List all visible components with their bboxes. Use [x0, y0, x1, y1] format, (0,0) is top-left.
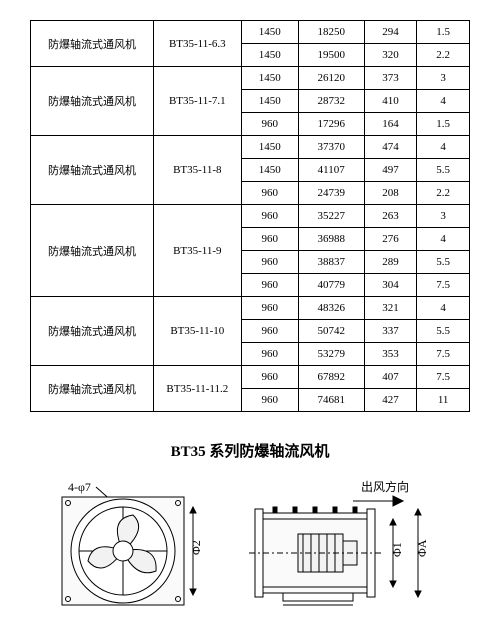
cell-value: 321	[364, 297, 417, 320]
cell-value: 276	[364, 228, 417, 251]
cell-value: 164	[364, 113, 417, 136]
diagram-row: 4-φ7 Φ2	[30, 479, 470, 609]
cell-value: 294	[364, 21, 417, 44]
cell-name: 防爆轴流式通风机	[31, 366, 154, 412]
diagram-front: 4-φ7 Φ2	[48, 479, 208, 609]
cell-value: 1450	[241, 67, 298, 90]
cell-value: 50742	[298, 320, 364, 343]
cell-value: 35227	[298, 205, 364, 228]
cell-value: 40779	[298, 274, 364, 297]
table-row: 防爆轴流式通风机BT35-11-81450373704744	[31, 136, 470, 159]
cell-value: 960	[241, 251, 298, 274]
table-row: 防爆轴流式通风机BT35-11-7.11450261203733	[31, 67, 470, 90]
cell-model: BT35-11-11.2	[153, 366, 241, 412]
cell-value: 3	[417, 67, 470, 90]
cell-model: BT35-11-8	[153, 136, 241, 205]
cell-value: 960	[241, 297, 298, 320]
cell-name: 防爆轴流式通风机	[31, 297, 154, 366]
cell-value: 53279	[298, 343, 364, 366]
cell-value: 11	[417, 389, 470, 412]
cell-model: BT35-11-6.3	[153, 21, 241, 67]
cell-value: 289	[364, 251, 417, 274]
cell-value: 3	[417, 205, 470, 228]
cell-value: 1450	[241, 159, 298, 182]
cell-value: 26120	[298, 67, 364, 90]
cell-name: 防爆轴流式通风机	[31, 67, 154, 136]
cell-value: 37370	[298, 136, 364, 159]
cell-model: BT35-11-10	[153, 297, 241, 366]
cell-value: 1450	[241, 21, 298, 44]
cell-value: 7.5	[417, 343, 470, 366]
cell-value: 17296	[298, 113, 364, 136]
cell-value: 337	[364, 320, 417, 343]
cell-value: 407	[364, 366, 417, 389]
cell-value: 1.5	[417, 21, 470, 44]
cell-value: 353	[364, 343, 417, 366]
table-row: 防爆轴流式通风机BT35-11-9960352272633	[31, 205, 470, 228]
cell-value: 373	[364, 67, 417, 90]
cell-value: 28732	[298, 90, 364, 113]
cell-value: 36988	[298, 228, 364, 251]
cell-value: 18250	[298, 21, 364, 44]
label-4phi7: 4-φ7	[68, 480, 91, 494]
cell-value: 427	[364, 389, 417, 412]
cell-name: 防爆轴流式通风机	[31, 205, 154, 297]
cell-value: 1450	[241, 90, 298, 113]
table-row: 防爆轴流式通风机BT35-11-10960483263214	[31, 297, 470, 320]
cell-name: 防爆轴流式通风机	[31, 21, 154, 67]
cell-value: 208	[364, 182, 417, 205]
cell-value: 960	[241, 343, 298, 366]
cell-value: 4	[417, 228, 470, 251]
cell-value: 960	[241, 389, 298, 412]
cell-value: 4	[417, 90, 470, 113]
cell-value: 24739	[298, 182, 364, 205]
cell-value: 48326	[298, 297, 364, 320]
cell-model: BT35-11-9	[153, 205, 241, 297]
cell-value: 960	[241, 182, 298, 205]
cell-value: 1450	[241, 136, 298, 159]
cell-value: 263	[364, 205, 417, 228]
cell-value: 1.5	[417, 113, 470, 136]
cell-value: 2.2	[417, 182, 470, 205]
cell-value: 5.5	[417, 251, 470, 274]
table-row: 防爆轴流式通风机BT35-11-6.31450182502941.5	[31, 21, 470, 44]
label-phi2: Φ2	[189, 540, 203, 555]
cell-value: 1450	[241, 44, 298, 67]
cell-value: 4	[417, 297, 470, 320]
cell-value: 5.5	[417, 320, 470, 343]
cell-model: BT35-11-7.1	[153, 67, 241, 136]
cell-value: 410	[364, 90, 417, 113]
cell-value: 19500	[298, 44, 364, 67]
cell-value: 960	[241, 113, 298, 136]
cell-value: 497	[364, 159, 417, 182]
cell-value: 67892	[298, 366, 364, 389]
cell-value: 320	[364, 44, 417, 67]
cell-value: 960	[241, 205, 298, 228]
cell-value: 2.2	[417, 44, 470, 67]
label-direction: 出风方向	[361, 479, 409, 494]
cell-value: 7.5	[417, 366, 470, 389]
label-phiA: ΦA	[415, 539, 429, 557]
cell-value: 960	[241, 274, 298, 297]
cell-value: 960	[241, 228, 298, 251]
cell-value: 4	[417, 136, 470, 159]
cell-value: 7.5	[417, 274, 470, 297]
cell-value: 960	[241, 366, 298, 389]
cell-value: 41107	[298, 159, 364, 182]
section-heading: BT35 系列防爆轴流风机	[30, 440, 470, 461]
cell-value: 474	[364, 136, 417, 159]
spec-table: 防爆轴流式通风机BT35-11-6.31450182502941.5145019…	[30, 20, 470, 412]
cell-value: 5.5	[417, 159, 470, 182]
diagram-side: 出风方向	[243, 479, 453, 609]
cell-name: 防爆轴流式通风机	[31, 136, 154, 205]
table-row: 防爆轴流式通风机BT35-11-11.2960678924077.5	[31, 366, 470, 389]
cell-value: 304	[364, 274, 417, 297]
cell-value: 960	[241, 320, 298, 343]
label-phi1: Φ1	[390, 542, 404, 557]
cell-value: 74681	[298, 389, 364, 412]
cell-value: 38837	[298, 251, 364, 274]
